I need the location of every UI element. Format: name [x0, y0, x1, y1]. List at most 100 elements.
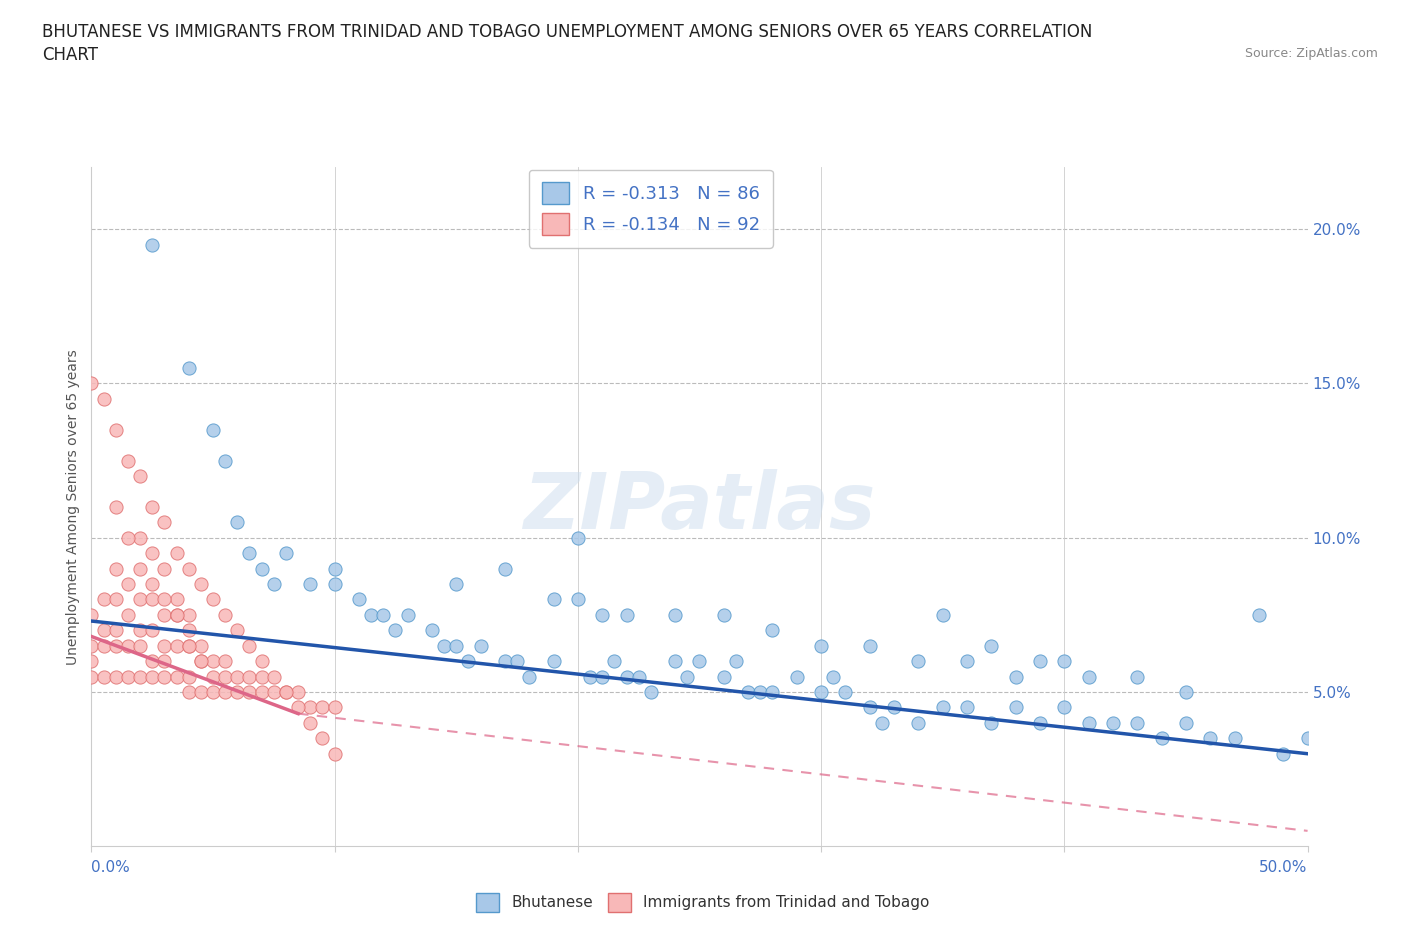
Point — [287, 684, 309, 699]
Point — [444, 577, 467, 591]
Point — [214, 607, 236, 622]
Point — [141, 623, 163, 638]
Point — [1077, 670, 1099, 684]
Point — [323, 700, 346, 715]
Point — [980, 638, 1002, 653]
Point — [579, 670, 602, 684]
Point — [129, 561, 152, 576]
Point — [141, 237, 163, 252]
Text: 0.0%: 0.0% — [91, 860, 131, 875]
Point — [1199, 731, 1222, 746]
Point — [287, 700, 309, 715]
Point — [299, 577, 322, 591]
Point — [517, 670, 540, 684]
Point — [1296, 731, 1319, 746]
Point — [713, 670, 735, 684]
Point — [80, 376, 103, 391]
Point — [250, 561, 273, 576]
Text: Source: ZipAtlas.com: Source: ZipAtlas.com — [1244, 46, 1378, 60]
Point — [190, 577, 212, 591]
Point — [591, 607, 613, 622]
Point — [214, 453, 236, 468]
Point — [190, 654, 212, 669]
Point — [202, 654, 225, 669]
Point — [1077, 715, 1099, 730]
Point — [202, 684, 225, 699]
Point — [141, 670, 163, 684]
Point — [834, 684, 856, 699]
Point — [1053, 654, 1076, 669]
Point — [591, 670, 613, 684]
Point — [444, 638, 467, 653]
Point — [202, 670, 225, 684]
Point — [177, 623, 200, 638]
Point — [810, 684, 832, 699]
Point — [129, 623, 152, 638]
Point — [907, 654, 929, 669]
Point — [506, 654, 529, 669]
Point — [80, 654, 103, 669]
Point — [104, 592, 127, 607]
Point — [226, 623, 249, 638]
Point — [214, 670, 236, 684]
Y-axis label: Unemployment Among Seniors over 65 years: Unemployment Among Seniors over 65 years — [66, 349, 80, 665]
Text: BHUTANESE VS IMMIGRANTS FROM TRINIDAD AND TOBAGO UNEMPLOYMENT AMONG SENIORS OVER: BHUTANESE VS IMMIGRANTS FROM TRINIDAD AN… — [42, 23, 1092, 41]
Point — [311, 700, 333, 715]
Point — [93, 670, 115, 684]
Point — [931, 700, 953, 715]
Point — [823, 670, 845, 684]
Point — [567, 592, 589, 607]
Point — [177, 670, 200, 684]
Point — [737, 684, 759, 699]
Point — [238, 670, 260, 684]
Point — [274, 684, 297, 699]
Point — [80, 607, 103, 622]
Point — [93, 592, 115, 607]
Point — [226, 515, 249, 530]
Point — [470, 638, 492, 653]
Point — [494, 561, 516, 576]
Point — [543, 592, 565, 607]
Point — [263, 577, 285, 591]
Point — [907, 715, 929, 730]
Point — [1053, 700, 1076, 715]
Point — [274, 546, 297, 561]
Point — [761, 623, 783, 638]
Point — [883, 700, 905, 715]
Point — [166, 670, 188, 684]
Point — [956, 654, 979, 669]
Point — [141, 499, 163, 514]
Point — [166, 592, 188, 607]
Point — [603, 654, 626, 669]
Point — [80, 638, 103, 653]
Point — [153, 638, 176, 653]
Point — [724, 654, 747, 669]
Point — [323, 746, 346, 761]
Point — [1247, 607, 1270, 622]
Point — [117, 530, 139, 545]
Point — [627, 670, 650, 684]
Point — [104, 561, 127, 576]
Point — [263, 670, 285, 684]
Point — [250, 684, 273, 699]
Point — [384, 623, 406, 638]
Point — [870, 715, 893, 730]
Point — [214, 654, 236, 669]
Point — [153, 592, 176, 607]
Point — [153, 515, 176, 530]
Point — [299, 700, 322, 715]
Point — [396, 607, 419, 622]
Point — [104, 638, 127, 653]
Point — [141, 654, 163, 669]
Point — [1029, 654, 1052, 669]
Point — [153, 654, 176, 669]
Point — [104, 623, 127, 638]
Point — [190, 654, 212, 669]
Point — [859, 700, 882, 715]
Point — [93, 638, 115, 653]
Point — [713, 607, 735, 622]
Point — [129, 592, 152, 607]
Point — [263, 684, 285, 699]
Point — [616, 607, 638, 622]
Point — [117, 670, 139, 684]
